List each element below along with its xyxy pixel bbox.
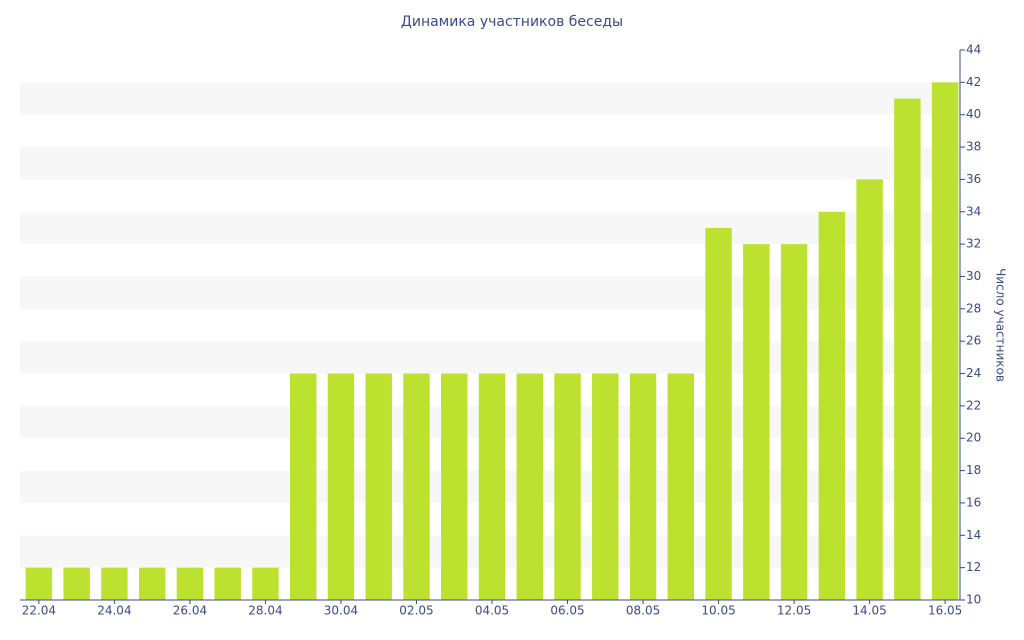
x-tick-label: 02.05 bbox=[399, 604, 433, 618]
x-tick-label: 26.04 bbox=[173, 604, 207, 618]
bar bbox=[743, 244, 770, 600]
bar bbox=[214, 567, 241, 600]
y-tick-label: 32 bbox=[966, 237, 981, 251]
bar bbox=[101, 567, 128, 600]
y-tick-label: 42 bbox=[966, 75, 981, 89]
y-tick-label: 24 bbox=[966, 366, 981, 380]
y-tick-label: 44 bbox=[966, 43, 981, 57]
y-tick-label: 10 bbox=[966, 593, 981, 607]
bar bbox=[667, 373, 695, 600]
chart-title: Динамика участников беседы bbox=[401, 14, 623, 30]
x-tick-label: 10.05 bbox=[701, 604, 735, 618]
bar bbox=[327, 373, 355, 600]
bar bbox=[931, 82, 959, 600]
y-tick-label: 40 bbox=[966, 107, 981, 121]
x-tick-label: 04.05 bbox=[475, 604, 509, 618]
x-tick-label: 06.05 bbox=[550, 604, 584, 618]
y-tick-label: 28 bbox=[966, 301, 981, 315]
bar bbox=[403, 373, 430, 600]
y-tick-label: 14 bbox=[966, 528, 981, 542]
bar bbox=[554, 373, 581, 600]
bar bbox=[818, 211, 846, 600]
bar bbox=[252, 567, 279, 600]
bar bbox=[856, 179, 883, 601]
y-tick-label: 22 bbox=[966, 398, 981, 412]
y-tick-label: 30 bbox=[966, 269, 981, 283]
x-tick-label: 28.04 bbox=[248, 604, 282, 618]
y-tick-label: 36 bbox=[966, 172, 981, 186]
y-tick-label: 38 bbox=[966, 140, 981, 154]
bar bbox=[894, 98, 921, 600]
x-tick-label: 08.05 bbox=[626, 604, 660, 618]
y-tick-label: 12 bbox=[966, 560, 981, 574]
y-tick-label: 26 bbox=[966, 334, 981, 348]
grid-band bbox=[20, 211, 960, 245]
bar bbox=[705, 227, 732, 601]
y-tick-label: 34 bbox=[966, 204, 981, 218]
bar bbox=[138, 567, 166, 600]
bar bbox=[63, 567, 90, 600]
y-axis-label: Число участников bbox=[994, 268, 1008, 382]
x-tick-label: 24.04 bbox=[97, 604, 131, 618]
x-tick-label: 14.05 bbox=[852, 604, 886, 618]
bar bbox=[592, 373, 619, 600]
x-tick-label: 22.04 bbox=[22, 604, 56, 618]
y-tick-label: 18 bbox=[966, 463, 981, 477]
y-tick-label: 20 bbox=[966, 431, 981, 445]
bar bbox=[478, 373, 506, 600]
y-tick-label: 16 bbox=[966, 495, 981, 509]
bar bbox=[365, 373, 392, 600]
x-tick-label: 30.04 bbox=[324, 604, 358, 618]
grid-band bbox=[20, 147, 960, 180]
bar bbox=[780, 244, 808, 600]
x-tick-label: 16.05 bbox=[928, 604, 962, 618]
bar bbox=[516, 373, 543, 600]
bar bbox=[441, 373, 468, 600]
x-tick-label: 12.05 bbox=[777, 604, 811, 618]
bar bbox=[629, 373, 657, 600]
bar bbox=[176, 567, 204, 600]
grid-band bbox=[20, 82, 960, 115]
bar bbox=[289, 373, 317, 600]
bar bbox=[25, 567, 53, 600]
